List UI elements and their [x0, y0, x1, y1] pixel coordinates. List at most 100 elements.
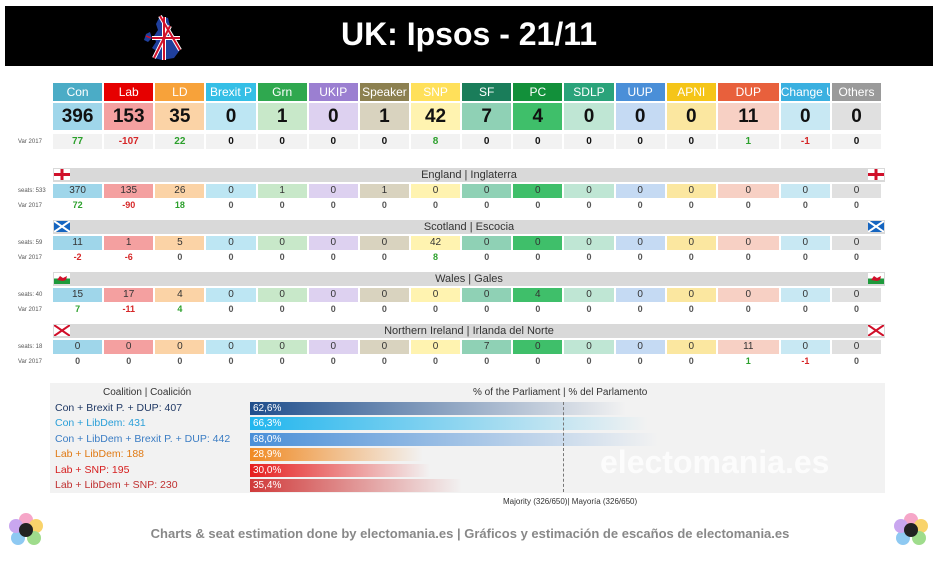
region-var-cell: 0 [745, 200, 751, 210]
region-var-cell: 0 [484, 200, 490, 210]
region-header-0: England | Inglaterra [53, 168, 885, 182]
region-var-cell: 0 [279, 252, 285, 262]
party-var-6: 0 [359, 134, 409, 149]
region-seat-cell: 0 [308, 236, 358, 250]
region-seat-cell: 0 [257, 236, 307, 250]
party-var-14: -1 [780, 134, 830, 149]
party-var-5: 0 [308, 134, 358, 149]
party-name-6: Speaker [359, 83, 409, 101]
coalition-bar-5 [250, 479, 463, 492]
coalition-pct-1: 66,3% [253, 418, 282, 430]
region-seat-cell: 0 [308, 288, 358, 302]
region-var-cell: 0 [126, 356, 132, 366]
region-var-cell: 0 [330, 304, 336, 314]
region-seat-cell: 1 [359, 184, 409, 198]
coalition-label-4: Lab + SNP: 195 [55, 463, 130, 476]
region-var-cell: 0 [330, 356, 336, 366]
region-var-cell: 0 [853, 356, 859, 366]
region-seats-row-1: 11 1 5 0 0 0 0 42 0 0 0 0 0 0 0 0 [53, 236, 883, 250]
region-var-cell: 0 [381, 200, 387, 210]
region-var-cell: 0 [433, 304, 439, 314]
party-name-10: SDLP [564, 83, 614, 101]
party-seats-5: 0 [308, 103, 358, 130]
region-seat-cell: 0 [831, 236, 882, 250]
party-seats-9: 4 [513, 103, 563, 130]
region-seat-cell: 0 [564, 184, 614, 198]
region-var-cell: -6 [124, 252, 133, 262]
region-var-cell: 0 [688, 252, 694, 262]
region-var-row-0: 72 -90 18 0 0 0 0 0 0 0 0 0 0 0 0 0 [53, 199, 883, 212]
region-seat-cell: 0 [666, 184, 716, 198]
region-seat-cell: 7 [462, 340, 512, 354]
region-flag-icon-2-left [54, 273, 70, 284]
region-var-row-2: 7 -11 4 0 0 0 0 0 0 0 0 0 0 0 0 0 [53, 303, 883, 316]
region-var-cell: 0 [75, 356, 81, 366]
region-seat-cell: 0 [462, 236, 512, 250]
party-name-row: Con Lab LD Brexit P Grn UKIP Speaker SNP SF PC SDL… [53, 83, 883, 101]
page-title: UK: Ipsos - 21/11 [340, 16, 598, 52]
party-seats-6: 1 [359, 103, 409, 130]
region-var-cell: 0 [279, 200, 285, 210]
region-seat-cell: 0 [206, 236, 256, 250]
party-name-1: Lab [104, 83, 154, 101]
party-seats-1: 153 [104, 103, 154, 130]
region-var-cell: 0 [688, 200, 694, 210]
region-seat-cell: 0 [104, 340, 154, 354]
region-seat-cell: 0 [717, 236, 779, 250]
region-seat-cell: 42 [410, 236, 461, 250]
region-seat-cell: 0 [513, 340, 563, 354]
region-var-label-2: Var 2017 [18, 307, 42, 313]
electomania-logo-icon [9, 513, 43, 545]
region-seat-cell: 0 [308, 340, 358, 354]
region-flag-icon-3-right [868, 325, 884, 336]
region-var-cell: 7 [75, 304, 81, 314]
region-flag-icon-2-right [868, 273, 884, 284]
region-header-2: Wales | Gales [53, 272, 885, 286]
region-seat-cell: 4 [155, 288, 205, 302]
party-name-13: DUP [717, 83, 779, 101]
party-seats-row: 396 153 35 0 1 0 1 42 7 4 0 0 0 11 0 0 [53, 103, 883, 130]
region-var-cell: 0 [228, 252, 234, 262]
region-seat-cell: 0 [564, 288, 614, 302]
watermark: electomania.es [600, 444, 830, 480]
region-seat-cell: 0 [410, 340, 461, 354]
region-seat-cell: 0 [615, 288, 665, 302]
region-seat-cell: 0 [462, 184, 512, 198]
region-seat-cell: 0 [831, 288, 882, 302]
party-var-15: 0 [831, 134, 882, 149]
party-name-3: Brexit P [206, 83, 256, 101]
region-var-cell: 4 [177, 304, 183, 314]
region-seat-cell: 0 [410, 184, 461, 198]
region-var-cell: 0 [637, 252, 643, 262]
region-var-row-3: 0 0 0 0 0 0 0 0 0 0 0 0 0 1 -1 0 [53, 355, 883, 368]
region-var-cell: 0 [228, 304, 234, 314]
coalition-bar-4 [250, 463, 430, 477]
region-var-cell: 0 [853, 200, 859, 210]
region-var-cell: -11 [122, 304, 135, 314]
coalition-bar-2 [250, 432, 658, 446]
region-seat-cell: 26 [155, 184, 205, 198]
region-header-3: Northern Ireland | Irlanda del Norte [53, 324, 885, 338]
party-seats-12: 0 [666, 103, 716, 130]
region-seat-cell: 5 [155, 236, 205, 250]
coalition-pct-2: 68,0% [253, 433, 282, 445]
electomania-logo-icon-right [894, 513, 928, 545]
region-seats-row-3: 0 0 0 0 0 0 0 0 7 0 0 0 0 11 0 0 [53, 340, 883, 354]
party-name-9: PC [513, 83, 563, 101]
region-seat-cell: 0 [257, 288, 307, 302]
footer-credits: Charts & seat estimation done by electom… [150, 526, 790, 541]
region-var-label-0: Var 2017 [18, 203, 42, 209]
region-var-cell: -2 [73, 252, 82, 262]
region-seat-cell: 1 [257, 184, 307, 198]
party-name-14: Change UK [780, 83, 830, 101]
region-var-cell: 0 [688, 304, 694, 314]
region-var-cell: 1 [745, 356, 751, 366]
party-seats-15: 0 [831, 103, 882, 130]
majority-label: Majority (326/650)| Mayoría (326/650) [503, 497, 638, 506]
coalition-bar-0 [250, 402, 626, 415]
var2017-side-label: Var 2017 [18, 139, 42, 145]
region-var-cell: 0 [802, 200, 808, 210]
party-name-11: UUP [615, 83, 665, 101]
region-seat-cell: 0 [666, 340, 716, 354]
party-var-12: 0 [666, 134, 716, 149]
